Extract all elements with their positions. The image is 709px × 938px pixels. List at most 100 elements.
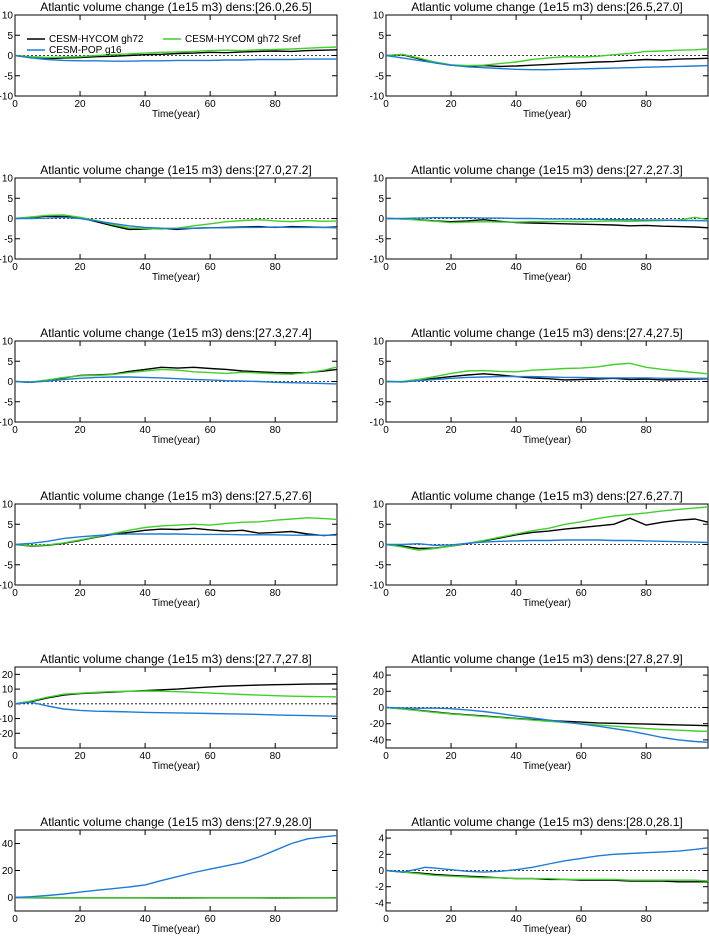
chart-title: Atlantic volume change (1e15 m3) dens:[2… (411, 815, 683, 829)
y-tick-label: -10 (0, 255, 13, 266)
x-tick-label: 80 (270, 751, 282, 762)
x-tick-label: 80 (270, 914, 282, 925)
y-tick-label: 5 (7, 520, 13, 531)
chart-panel-9: Atlantic volume change (1e15 m3) dens:[2… (0, 652, 338, 772)
x-tick-label: 20 (445, 914, 457, 925)
chart-panel-10: Atlantic volume change (1e15 m3) dens:[2… (370, 652, 709, 772)
y-tick-label: 0 (378, 214, 384, 225)
series-line-2 (385, 706, 709, 733)
x-tick-label: 40 (511, 262, 523, 273)
x-tick-label: 0 (12, 751, 18, 762)
y-tick-label: -10 (370, 92, 385, 103)
series-line-3 (385, 375, 708, 383)
x-tick-label: 0 (383, 751, 389, 762)
x-tick-label: 80 (641, 588, 653, 599)
y-tick-label: 40 (2, 839, 14, 850)
y-tick-label: -10 (0, 92, 13, 103)
chart-panel-2: Atlantic volume change (1e15 m3) dens:[2… (370, 0, 709, 120)
x-tick-label: 20 (445, 588, 457, 599)
y-tick-label: 0 (378, 866, 384, 877)
x-tick-label: 60 (205, 99, 217, 110)
series-line-1 (385, 373, 709, 383)
x-tick-label: 20 (74, 99, 86, 110)
x-tick-label: 20 (445, 751, 457, 762)
series-line-3 (14, 376, 338, 385)
x-tick-label: 0 (383, 425, 389, 436)
y-tick-label: 0 (378, 51, 384, 62)
y-tick-label: 10 (373, 174, 385, 185)
x-tick-label: 40 (511, 425, 523, 436)
chart-panel-12: Atlantic volume change (1e15 m3) dens:[2… (375, 815, 709, 935)
x-tick-label: 0 (12, 262, 18, 273)
x-tick-label: 40 (511, 751, 523, 762)
x-axis-label: Time(year) (152, 598, 200, 609)
series-line-1 (14, 49, 338, 60)
y-tick-label: -20 (0, 729, 13, 740)
y-tick-label: -10 (370, 418, 385, 429)
x-tick-label: 60 (205, 262, 217, 273)
chart-title: Atlantic volume change (1e15 m3) dens:[2… (411, 0, 683, 14)
x-axis-label: Time(year) (523, 598, 571, 609)
x-tick-label: 60 (576, 262, 588, 273)
y-tick-label: -5 (375, 560, 384, 571)
x-tick-label: 80 (270, 262, 282, 273)
series-line-2 (14, 517, 338, 547)
x-tick-label: 80 (270, 588, 282, 599)
chart-panel-7: Atlantic volume change (1e15 m3) dens:[2… (0, 489, 338, 609)
x-axis-label: Time(year) (152, 761, 200, 772)
x-tick-label: 60 (205, 425, 217, 436)
y-tick-label: 5 (378, 194, 384, 205)
x-tick-label: 0 (383, 588, 389, 599)
chart-panel-3: Atlantic volume change (1e15 m3) dens:[2… (0, 163, 338, 283)
y-tick-label: 10 (2, 174, 14, 185)
y-tick-label: 0 (7, 51, 13, 62)
chart-panel-4: Atlantic volume change (1e15 m3) dens:[2… (370, 163, 709, 283)
y-tick-label: 20 (2, 670, 14, 681)
x-tick-label: 40 (511, 588, 523, 599)
y-tick-label: 2 (378, 850, 384, 861)
x-tick-label: 20 (445, 425, 457, 436)
chart-title: Atlantic volume change (1e15 m3) dens:[2… (40, 0, 312, 14)
chart-title: Atlantic volume change (1e15 m3) dens:[2… (40, 815, 312, 829)
x-axis-label: Time(year) (152, 109, 200, 120)
x-tick-label: 20 (74, 751, 86, 762)
y-tick-label: 10 (2, 685, 14, 696)
x-axis-label: Time(year) (523, 924, 571, 935)
y-tick-label: -5 (4, 234, 13, 245)
x-axis-label: Time(year) (523, 109, 571, 120)
y-tick-label: 40 (373, 671, 385, 682)
chart-title: Atlantic volume change (1e15 m3) dens:[2… (411, 326, 683, 340)
x-tick-label: 60 (205, 751, 217, 762)
x-tick-label: 20 (74, 425, 86, 436)
x-axis-label: Time(year) (152, 272, 200, 283)
series-line-3 (385, 847, 709, 873)
series-line-1 (385, 54, 709, 68)
y-tick-label: -10 (0, 418, 13, 429)
y-tick-label: 5 (378, 357, 384, 368)
series-line-1 (385, 517, 709, 550)
series-line-2 (14, 690, 338, 705)
y-tick-label: 10 (2, 337, 14, 348)
y-tick-label: -10 (370, 581, 385, 592)
x-tick-label: 60 (576, 588, 588, 599)
y-tick-label: 20 (2, 866, 14, 877)
y-tick-label: 5 (378, 520, 384, 531)
chart-panel-8: Atlantic volume change (1e15 m3) dens:[2… (370, 489, 709, 609)
legend-label: CESM-HYCOM gh72 Sref (185, 34, 301, 45)
series-line-3 (14, 533, 337, 546)
y-tick-label: 5 (378, 31, 384, 42)
x-tick-label: 40 (140, 751, 152, 762)
x-tick-label: 20 (74, 914, 86, 925)
series-line-3 (385, 706, 709, 743)
x-tick-label: 0 (12, 425, 18, 436)
chart-title: Atlantic volume change (1e15 m3) dens:[2… (40, 489, 312, 503)
y-tick-label: -5 (375, 71, 384, 82)
y-tick-label: -4 (375, 898, 384, 909)
chart-panel-1: Atlantic volume change (1e15 m3) dens:[2… (0, 0, 338, 120)
x-tick-label: 0 (12, 914, 18, 925)
y-tick-label: 0 (7, 893, 13, 904)
x-tick-label: 40 (511, 99, 523, 110)
y-tick-label: -10 (0, 581, 13, 592)
y-tick-label: -5 (4, 560, 13, 571)
y-tick-label: 10 (373, 500, 385, 511)
